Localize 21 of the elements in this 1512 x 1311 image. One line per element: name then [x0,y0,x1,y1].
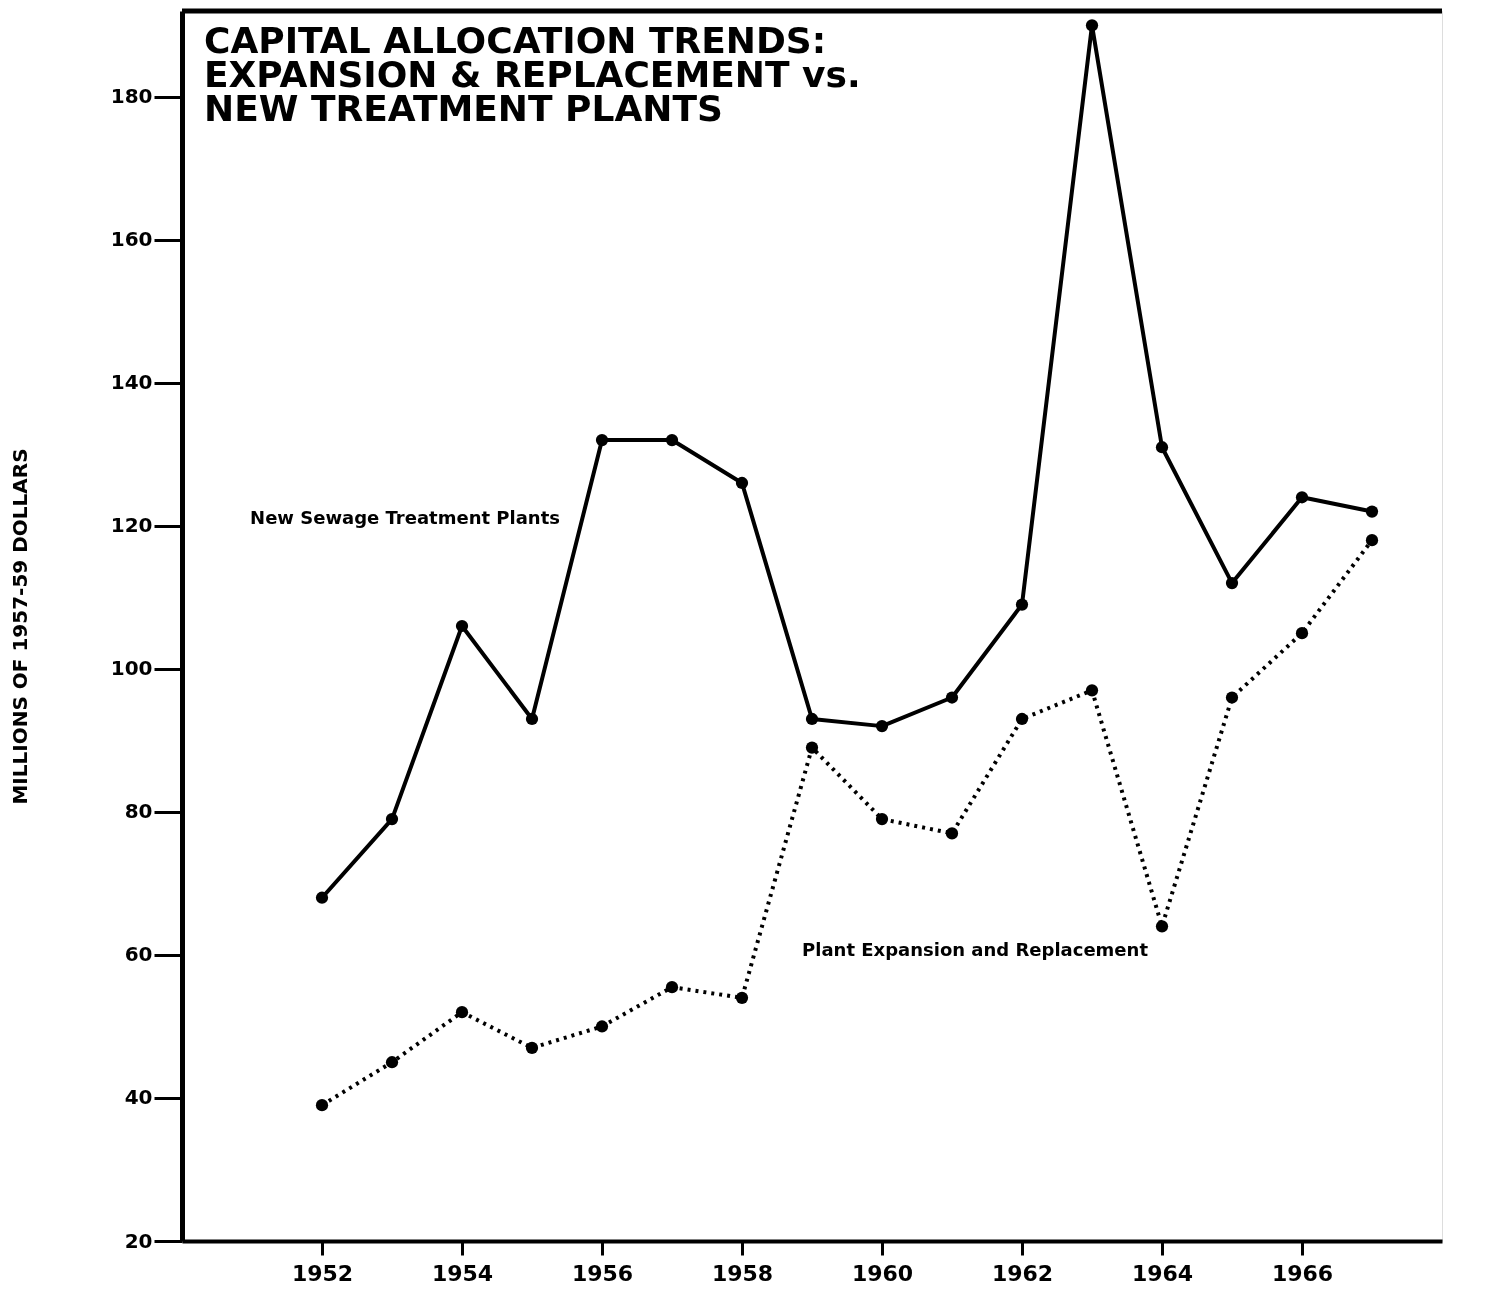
y-tick-label: 20 [124,1228,153,1253]
x-tick-label: 1960 [851,1260,914,1286]
x-tick-label: 1958 [711,1260,774,1286]
y-tick-label: 140 [110,370,153,395]
x-tick-label: 1952 [291,1260,354,1286]
series-label: New Sewage Treatment Plants [250,507,560,528]
y-tick-label: 120 [110,513,153,538]
y-tick-label: 100 [110,656,153,681]
x-tick-label: 1964 [1131,1260,1194,1286]
y-axis-title: MILLIONS OF 1957-59 DOLLARS [7,448,32,805]
x-tick-label: 1956 [571,1260,634,1286]
x-tick-label: 1966 [1271,1260,1334,1286]
series-label: Plant Expansion and Replacement [802,939,1149,960]
y-tick-label: 40 [124,1085,153,1110]
y-tick-label: 80 [124,799,153,824]
y-tick-label: 60 [124,942,153,967]
x-tick-label: 1962 [991,1260,1054,1286]
x-tick-label: 1954 [431,1260,494,1286]
y-tick-label: 180 [110,84,153,109]
text: CAPITAL ALLOCATION TRENDS: EXPANSION & REPLACEMENT vs. NEW TREATMENT PLANTS [204,20,861,129]
y-tick-label: 160 [110,227,153,252]
